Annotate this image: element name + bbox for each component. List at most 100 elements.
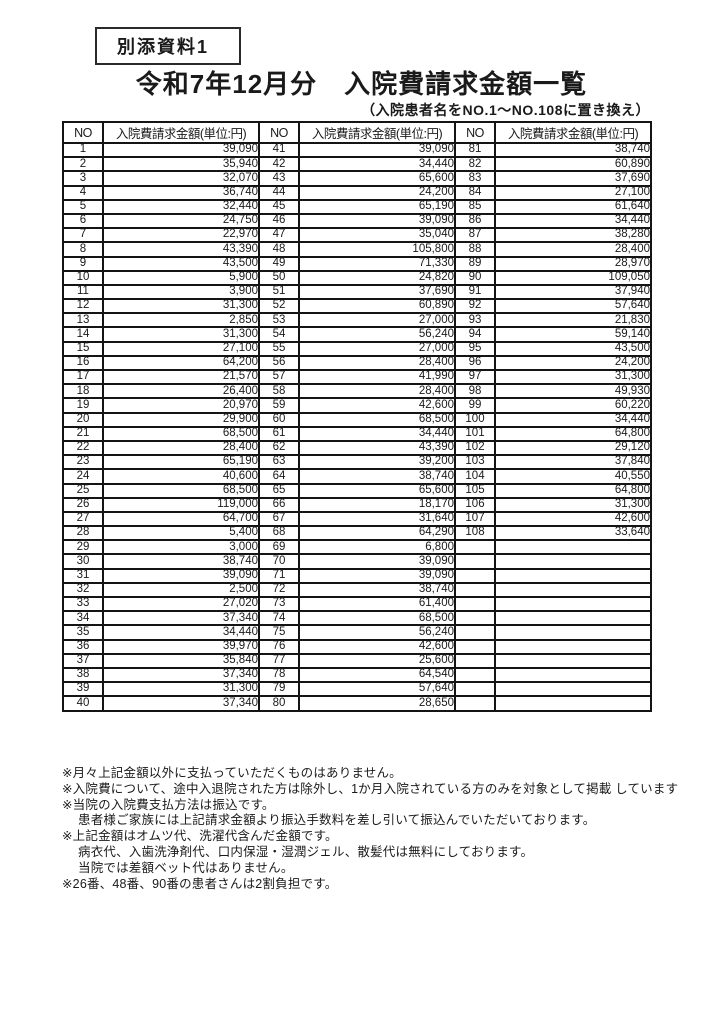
no-cell	[454, 539, 496, 556]
amount-cell: 59,140	[494, 326, 652, 343]
no-cell: 24	[62, 468, 104, 485]
amount-cell: 38,740	[298, 468, 456, 485]
amount-cell: 31,300	[102, 681, 260, 698]
amount-cell: 24,200	[494, 354, 652, 372]
no-cell: 48	[258, 241, 300, 258]
amount-cell: 109,050	[494, 269, 652, 286]
amount-cell: 39,090	[298, 141, 456, 159]
table-row: 8 43,390 48 105,800 88 28,400	[62, 241, 652, 258]
table-row: 29 3,000 69 6,800	[62, 539, 652, 556]
amount-cell: 37,840	[494, 454, 652, 471]
no-cell: 49	[258, 255, 300, 272]
amount-cell: 31,300	[102, 298, 260, 315]
amount-cell: 28,400	[298, 354, 456, 372]
amount-cell: 60,890	[494, 156, 652, 173]
no-cell: 84	[454, 184, 496, 201]
amount-cell: 49,930	[494, 383, 652, 400]
amount-cell	[494, 695, 652, 712]
no-cell: 37	[62, 652, 104, 669]
no-cell: 69	[258, 539, 300, 556]
table-row: 36 39,970 76 42,600	[62, 638, 652, 655]
note-line: ※当院の入院費支払方法は振込です。	[62, 797, 275, 812]
amount-cell: 27,000	[298, 312, 456, 329]
amount-cell: 21,570	[102, 368, 260, 386]
no-cell: 50	[258, 269, 300, 286]
amount-cell: 31,300	[494, 368, 652, 386]
amount-cell: 60,220	[494, 397, 652, 414]
note-line: ※上記金額はオムツ代、洗濯代含んだ金額です。	[62, 829, 338, 844]
amount-cell: 37,340	[102, 695, 260, 712]
amount-cell: 34,440	[298, 156, 456, 173]
amount-cell: 2,850	[102, 312, 260, 329]
no-cell: 73	[258, 595, 300, 613]
amount-cell: 42,600	[298, 397, 456, 414]
no-cell: 86	[454, 212, 496, 230]
amount-cell: 43,500	[102, 255, 260, 272]
table-row: 37 35,840 77 25,600	[62, 652, 652, 669]
amount-cell: 38,740	[102, 553, 260, 570]
no-cell: 7	[62, 227, 104, 244]
amount-cell: 39,090	[102, 141, 260, 159]
no-cell: 51	[258, 283, 300, 301]
no-cell: 92	[454, 298, 496, 315]
amount-cell: 61,640	[494, 198, 652, 215]
amount-cell: 61,400	[298, 595, 456, 613]
amount-cell: 33,640	[494, 525, 652, 542]
table-row: 2 35,940 42 34,440 82 60,890	[62, 156, 652, 173]
no-cell: 63	[258, 454, 300, 471]
no-cell: 47	[258, 227, 300, 244]
no-cell	[454, 695, 496, 712]
no-cell: 76	[258, 638, 300, 655]
no-cell	[454, 553, 496, 570]
amount-cell: 21,830	[494, 312, 652, 329]
footnotes: ※月々上記金額以外に支払っていただくものはありません。 ※入院費について、途中入退…	[62, 766, 712, 892]
no-cell: 52	[258, 298, 300, 315]
amount-cell: 71,330	[298, 255, 456, 272]
amount-cell: 32,440	[102, 198, 260, 215]
amount-cell: 35,840	[102, 652, 260, 669]
amount-cell: 37,690	[298, 283, 456, 301]
table-row: 34 37,340 74 68,500	[62, 610, 652, 627]
amount-cell: 39,090	[298, 553, 456, 570]
amount-cell: 68,500	[298, 411, 456, 428]
amount-cell: 42,600	[298, 638, 456, 655]
no-cell: 103	[454, 454, 496, 471]
no-cell: 94	[454, 326, 496, 343]
no-cell: 31	[62, 567, 104, 584]
table-row: 7 22,970 47 35,040 87 38,280	[62, 227, 652, 244]
amount-cell	[494, 624, 652, 641]
no-cell: 108	[454, 525, 496, 542]
amount-cell: 105,800	[298, 241, 456, 258]
amount-cell: 28,650	[298, 695, 456, 712]
no-cell: 4	[62, 184, 104, 201]
no-cell: 81	[454, 141, 496, 159]
no-cell: 95	[454, 340, 496, 357]
no-cell: 101	[454, 425, 496, 442]
amount-cell	[494, 638, 652, 655]
no-cell: 85	[454, 198, 496, 215]
subtitle-note: （入院患者名をNO.1～NO.108に置き換え）	[361, 102, 650, 118]
amount-cell: 6,800	[298, 539, 456, 556]
amount-cell: 65,600	[298, 482, 456, 499]
amount-cell: 68,500	[102, 482, 260, 499]
table-row: 21 68,500 61 34,440 101 64,800	[62, 425, 652, 442]
table-row: 12 31,300 52 60,890 92 57,640	[62, 298, 652, 315]
no-cell: 10	[62, 269, 104, 286]
no-cell: 75	[258, 624, 300, 641]
no-cell: 96	[454, 354, 496, 372]
no-cell: 2	[62, 156, 104, 173]
amount-cell: 35,940	[102, 156, 260, 173]
column-header-no: NO	[454, 121, 496, 144]
no-cell: 13	[62, 312, 104, 329]
table-row: 27 64,700 67 31,640 107 42,600	[62, 510, 652, 528]
no-cell: 104	[454, 468, 496, 485]
amount-cell: 65,190	[102, 454, 260, 471]
amount-cell: 31,640	[298, 510, 456, 528]
no-cell: 29	[62, 539, 104, 556]
no-cell: 33	[62, 595, 104, 613]
amount-cell: 27,100	[494, 184, 652, 201]
no-cell: 78	[258, 666, 300, 684]
note-line: 当院では差額ベット代はありません。	[78, 860, 294, 875]
amount-cell: 32,070	[102, 170, 260, 187]
amount-cell: 68,500	[298, 610, 456, 627]
